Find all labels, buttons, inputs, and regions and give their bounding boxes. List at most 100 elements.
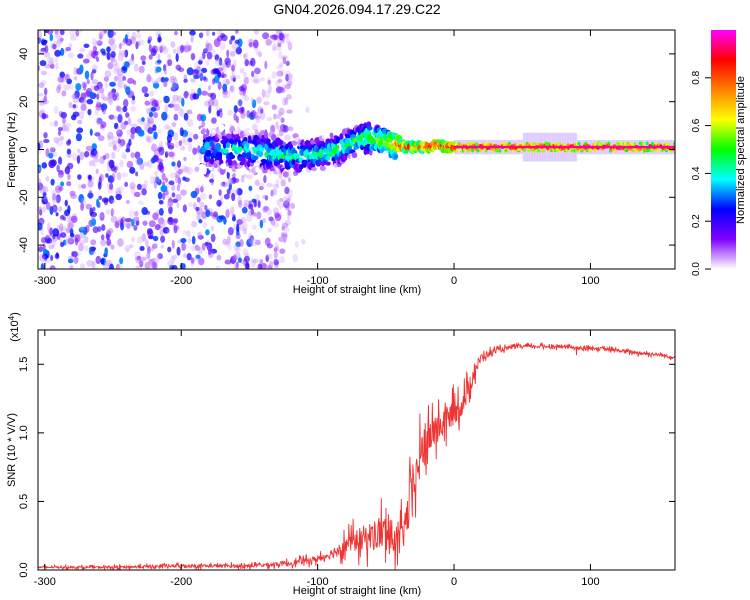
noise-blob xyxy=(235,246,241,254)
noise-blob xyxy=(239,239,244,248)
noise-blob xyxy=(284,32,290,38)
ridge-mark xyxy=(651,141,655,146)
noise-blob xyxy=(189,30,196,36)
noise-blob xyxy=(38,142,41,151)
noise-blob xyxy=(76,155,81,164)
ridge-mark xyxy=(469,141,473,146)
noise-blob xyxy=(173,225,178,234)
noise-blob xyxy=(115,147,120,152)
snr-x-axis: -300 -200 -100 0 100 xyxy=(34,330,600,588)
noise-blob xyxy=(199,31,204,39)
noise-blob xyxy=(59,37,64,42)
noise-blob xyxy=(222,238,228,246)
noise-blob xyxy=(46,222,51,231)
noise-blob xyxy=(38,222,43,231)
noise-blob xyxy=(243,76,250,85)
noise-blob xyxy=(43,95,48,102)
noise-blob xyxy=(139,245,145,252)
noise-blob xyxy=(69,264,74,269)
noise-blob xyxy=(250,110,257,118)
noise-blob xyxy=(171,99,176,109)
noise-blob xyxy=(66,148,72,155)
noise-blob xyxy=(163,123,170,130)
noise-blob xyxy=(99,211,105,221)
colorbar-tick-label: 0.8 xyxy=(691,70,702,84)
noise-blob xyxy=(81,184,87,189)
noise-blob xyxy=(272,43,277,50)
snr-series-line xyxy=(38,342,675,570)
noise-blob xyxy=(278,202,284,210)
noise-blob xyxy=(275,45,282,51)
noise-blob xyxy=(216,199,222,207)
noise-blob xyxy=(232,254,237,262)
noise-blob xyxy=(210,177,214,186)
noise-blob xyxy=(256,96,262,104)
noise-blob xyxy=(248,203,254,210)
noise-blob xyxy=(215,58,222,66)
noise-blob xyxy=(39,253,46,262)
noise-blob xyxy=(144,93,150,98)
noise-blob xyxy=(158,208,164,216)
noise-blob xyxy=(282,231,288,240)
noise-blob xyxy=(251,74,259,83)
noise-blob xyxy=(79,151,85,160)
noise-blob xyxy=(226,49,230,58)
ridge-mark xyxy=(645,141,649,146)
noise-blob xyxy=(161,192,166,200)
y-tick-label: -20 xyxy=(18,189,30,205)
noise-blob xyxy=(65,238,69,247)
noise-blob xyxy=(171,184,176,191)
noise-blob xyxy=(78,194,85,204)
noise-blob xyxy=(239,106,244,115)
noise-blob xyxy=(272,46,276,52)
noise-blob xyxy=(39,98,46,106)
noise-blob xyxy=(228,182,232,191)
noise-blob xyxy=(130,106,137,112)
noise-blob xyxy=(194,166,200,172)
noise-blob xyxy=(133,191,141,198)
noise-blob xyxy=(42,114,49,119)
noise-blob xyxy=(205,42,213,52)
noise-blob xyxy=(282,56,287,65)
noise-blob xyxy=(236,99,244,107)
noise-blob xyxy=(38,82,45,89)
noise-blob xyxy=(173,218,179,224)
noise-blob xyxy=(233,244,239,252)
noise-blob xyxy=(212,211,218,218)
ridge-mark xyxy=(220,163,227,170)
noise-blob xyxy=(131,95,136,101)
noise-blob xyxy=(77,53,84,59)
noise-blob xyxy=(206,51,213,60)
noise-blob xyxy=(50,63,55,70)
noise-blob xyxy=(70,233,75,238)
noise-blob xyxy=(46,237,53,244)
noise-blob xyxy=(229,50,236,57)
noise-blob xyxy=(164,177,169,183)
noise-blob xyxy=(72,96,80,104)
noise-blob xyxy=(40,236,48,244)
noise-blob xyxy=(156,254,160,264)
noise-blob xyxy=(258,182,265,189)
noise-blob xyxy=(96,93,100,100)
noise-blob xyxy=(111,140,118,146)
noise-blob xyxy=(95,255,102,265)
noise-blob xyxy=(210,233,216,243)
noise-blob xyxy=(117,238,124,247)
x-tick-label: -100 xyxy=(307,275,329,287)
noise-blob xyxy=(273,212,280,218)
noise-blob xyxy=(120,121,127,130)
noise-blob xyxy=(94,85,99,92)
noise-blob xyxy=(52,228,60,237)
noise-blob xyxy=(43,87,48,96)
noise-blob xyxy=(83,43,90,49)
noise-blob xyxy=(95,168,99,175)
noise-blob xyxy=(168,151,175,158)
noise-blob xyxy=(113,75,118,83)
noise-blob xyxy=(166,229,171,234)
ridge-mark xyxy=(226,168,234,173)
noise-blob xyxy=(280,69,285,77)
noise-blob xyxy=(116,172,122,181)
noise-blob xyxy=(217,81,222,90)
noise-blob xyxy=(150,246,155,252)
noise-blob xyxy=(45,176,50,182)
